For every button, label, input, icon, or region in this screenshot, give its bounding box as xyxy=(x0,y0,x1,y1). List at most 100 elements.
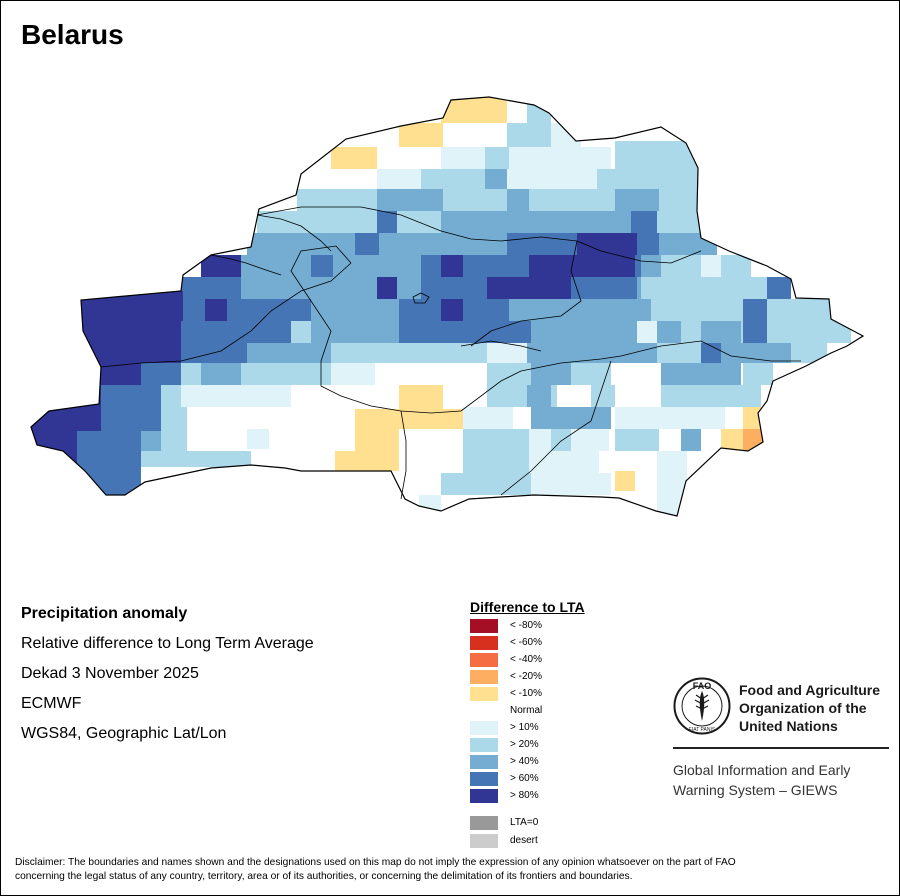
grid-cell xyxy=(77,431,141,495)
grid-cell xyxy=(487,277,571,299)
grid-cell xyxy=(441,211,631,233)
legend-swatch xyxy=(470,755,498,769)
legend-label: > 10% xyxy=(510,722,539,733)
grid-cell xyxy=(181,277,241,299)
legend-swatch xyxy=(470,670,498,684)
grid-cell xyxy=(531,473,611,495)
grid-cell xyxy=(571,277,637,299)
legend-swatch xyxy=(470,636,498,650)
grid-cell xyxy=(681,429,701,451)
legend-label: LTA=0 xyxy=(510,817,539,828)
grid-cell xyxy=(591,385,615,407)
legend-title: Difference to LTA xyxy=(470,599,585,615)
info-line-3: ECMWF xyxy=(21,695,82,712)
grid-cell xyxy=(507,233,577,255)
grid-cell xyxy=(441,299,463,321)
grid-cell xyxy=(485,147,509,169)
grid-cell xyxy=(141,363,181,385)
grid-cell xyxy=(31,291,183,363)
grid-cell xyxy=(701,255,721,277)
grid-cell xyxy=(141,451,251,467)
legend-swatch xyxy=(470,772,498,786)
country-border xyxy=(30,96,865,517)
grid-cell xyxy=(331,363,375,385)
grid-cell xyxy=(743,363,773,385)
map-info: Precipitation anomaly Relative differenc… xyxy=(21,604,314,754)
grid-cell xyxy=(247,343,331,363)
grid-cell xyxy=(463,407,513,429)
grid-cell xyxy=(597,169,617,189)
legend-swatch xyxy=(470,789,498,803)
info-line-4: WGS84, Geographic Lat/Lon xyxy=(21,725,227,742)
grid-cell xyxy=(377,189,443,211)
grid-cell xyxy=(743,299,767,321)
grid-cell xyxy=(767,277,791,299)
legend-label: > 80% xyxy=(510,790,539,801)
legend-label: < -80% xyxy=(510,620,542,631)
grid-cell xyxy=(507,123,551,147)
grid-cell xyxy=(421,277,487,299)
grid-cell xyxy=(441,255,463,277)
legend-swatch xyxy=(470,816,498,830)
grid-cell xyxy=(399,321,531,343)
fao-name: Food and Agriculture Organization of the… xyxy=(739,681,880,735)
legend-swatch xyxy=(470,834,498,848)
grid-cell xyxy=(441,97,507,123)
grid-cell xyxy=(485,169,507,189)
giews-line-1: Global Information and Early xyxy=(673,762,851,778)
grid-cell xyxy=(661,363,741,385)
legend-label: < -10% xyxy=(510,688,542,699)
grid-cell xyxy=(531,407,611,429)
anomaly-grid xyxy=(31,97,863,516)
grid-cell xyxy=(463,451,529,473)
fao-logo-letters: FAO xyxy=(693,681,712,691)
legend-label: > 60% xyxy=(510,773,539,784)
grid-cell xyxy=(181,299,311,321)
grid-cell xyxy=(661,385,761,407)
disclaimer: Disclaimer: The boundaries and names sho… xyxy=(15,856,885,884)
grid-cell xyxy=(487,343,527,363)
grid-cell xyxy=(637,233,659,255)
legend-label: Normal xyxy=(510,705,543,716)
disclaimer-line-1: Disclaimer: The boundaries and names sho… xyxy=(15,857,736,868)
grid-cell xyxy=(291,321,311,343)
grid-cell xyxy=(247,429,269,449)
grid-cell xyxy=(615,429,659,451)
grid-cell xyxy=(615,407,725,429)
grid-cell xyxy=(355,429,399,451)
fao-logo-icon: FAO FIAT PANIS xyxy=(673,677,731,735)
info-heading: Precipitation anomaly xyxy=(21,605,188,622)
legend-label: > 20% xyxy=(510,739,539,750)
grid-cell xyxy=(577,233,637,255)
legend-swatch xyxy=(470,721,498,735)
grid-cell xyxy=(701,343,721,363)
grid-cell xyxy=(201,255,241,277)
grid-cell xyxy=(101,385,161,431)
grid-cell xyxy=(331,147,377,169)
legend-swatch xyxy=(470,704,498,718)
map-title: Belarus xyxy=(21,19,124,50)
grid-cell xyxy=(205,299,227,321)
grid-cell xyxy=(721,429,743,451)
grid-cell xyxy=(181,321,291,343)
legend-swatch xyxy=(470,619,498,633)
grid-cell xyxy=(377,363,487,385)
grid-cell xyxy=(791,343,827,363)
legend-label: < -40% xyxy=(510,654,542,665)
fao-name-line-2: Organization of the xyxy=(739,700,867,716)
disclaimer-line-2: concerning the legal status of any count… xyxy=(15,871,633,882)
grid-cell xyxy=(531,363,571,385)
grid-cell xyxy=(377,277,397,299)
legend-swatch xyxy=(470,653,498,667)
anomaly-map xyxy=(30,96,865,517)
grid-cell xyxy=(743,321,767,343)
legend-swatch xyxy=(470,687,498,701)
grid-cell xyxy=(721,343,791,363)
legend-label: > 40% xyxy=(510,756,539,767)
grid-cell xyxy=(641,277,767,299)
grid-cell xyxy=(701,321,741,343)
grid-cell xyxy=(507,189,529,211)
giews-name: Global Information and Early Warning Sys… xyxy=(673,760,889,800)
fao-divider xyxy=(673,747,889,749)
